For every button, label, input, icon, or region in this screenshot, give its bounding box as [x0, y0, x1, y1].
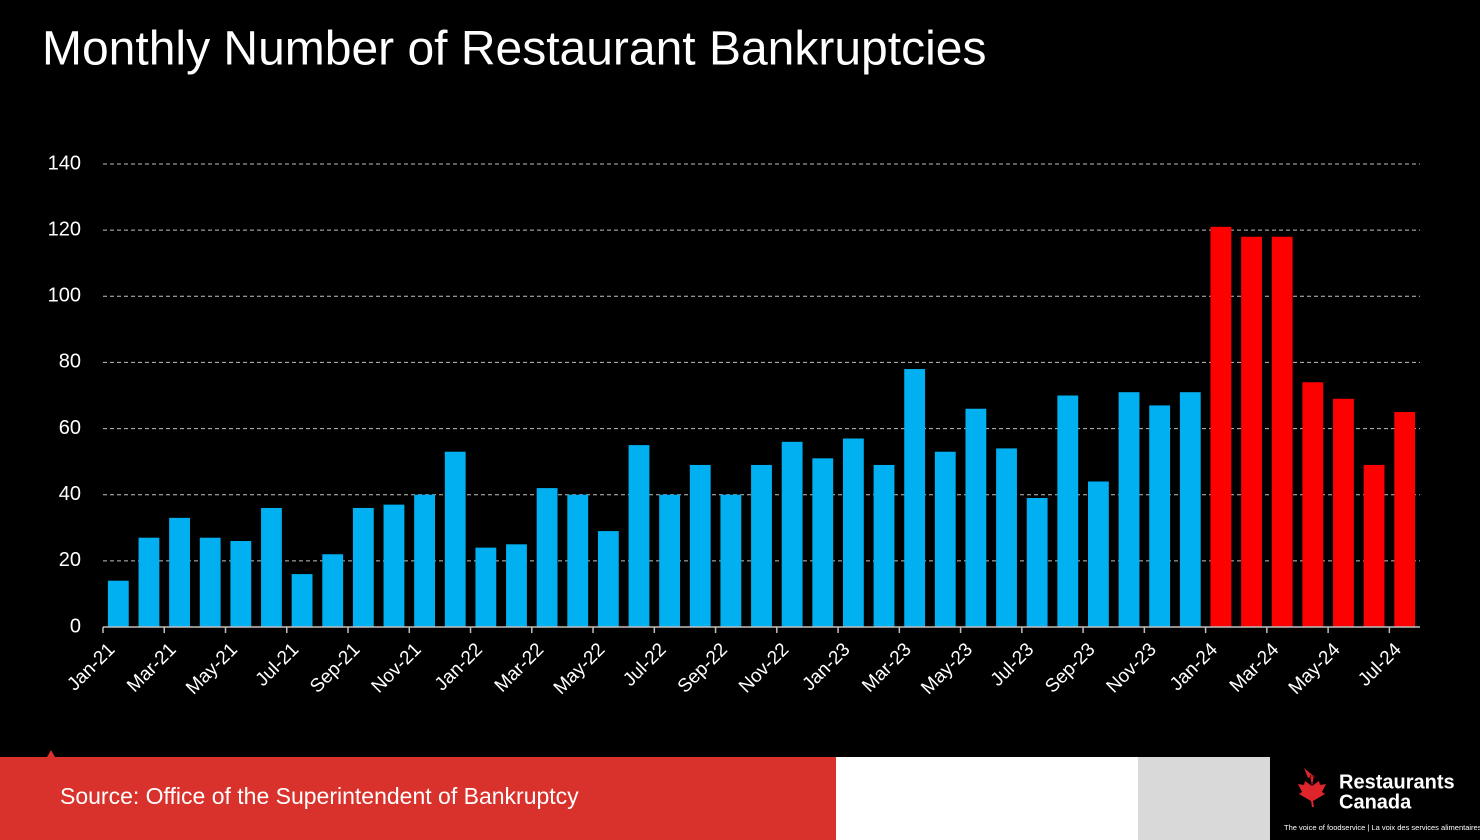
bar — [904, 369, 926, 627]
bar — [1271, 236, 1293, 627]
y-tick-label: 140 — [48, 152, 81, 174]
y-tick-label: 0 — [70, 615, 81, 637]
logo-name: Canada — [1339, 791, 1412, 813]
bar — [1302, 382, 1324, 627]
bar — [597, 531, 619, 627]
logo-tagline: The voice of foodservice | La voix des s… — [1284, 823, 1480, 832]
bar — [751, 464, 772, 627]
bar — [720, 494, 742, 627]
bar — [1394, 412, 1416, 627]
bar — [628, 445, 650, 627]
bar — [536, 488, 558, 627]
bar — [659, 494, 681, 627]
bar — [842, 438, 864, 627]
bar — [383, 504, 405, 627]
y-tick-label: 60 — [59, 417, 81, 439]
bar — [107, 580, 129, 627]
bar — [965, 408, 987, 627]
bar — [1087, 481, 1109, 627]
bar — [996, 448, 1017, 627]
bar — [781, 441, 803, 627]
bar — [1057, 395, 1079, 627]
bar — [1241, 236, 1262, 627]
bar — [934, 451, 956, 627]
bar — [138, 537, 160, 627]
bar — [506, 544, 527, 627]
footer-accent — [47, 750, 55, 757]
bar — [322, 554, 344, 627]
bar — [1118, 392, 1140, 627]
bar — [1026, 498, 1048, 627]
bar — [261, 507, 282, 627]
bar — [689, 464, 711, 627]
y-tick-label: 80 — [59, 351, 81, 373]
bar — [1149, 405, 1171, 627]
bar — [475, 547, 497, 627]
bar — [169, 517, 190, 627]
source-note: Source: Office of the Superintendent of … — [60, 783, 579, 809]
footer-grey — [1138, 757, 1270, 840]
bar — [1179, 392, 1201, 627]
bar — [1210, 226, 1232, 628]
footer-white — [836, 757, 1138, 840]
bar — [812, 458, 834, 627]
bar — [444, 451, 466, 627]
bar — [352, 507, 374, 627]
bar — [1363, 464, 1385, 627]
bar — [873, 464, 895, 627]
footer-band — [0, 757, 836, 840]
y-tick-label: 100 — [48, 285, 81, 307]
bar — [567, 494, 589, 627]
bar — [230, 541, 252, 627]
logo-leaf — [1298, 768, 1326, 807]
y-tick-label: 40 — [59, 483, 81, 505]
logo-name: Restaurants — [1339, 771, 1455, 793]
bar — [199, 537, 221, 627]
chart-title: Monthly Number of Restaurant Bankruptcie… — [42, 23, 986, 76]
bar — [1333, 398, 1354, 627]
y-tick-label: 20 — [59, 549, 81, 571]
y-tick-label: 120 — [48, 218, 81, 240]
bar — [414, 494, 436, 627]
bar — [291, 574, 313, 627]
